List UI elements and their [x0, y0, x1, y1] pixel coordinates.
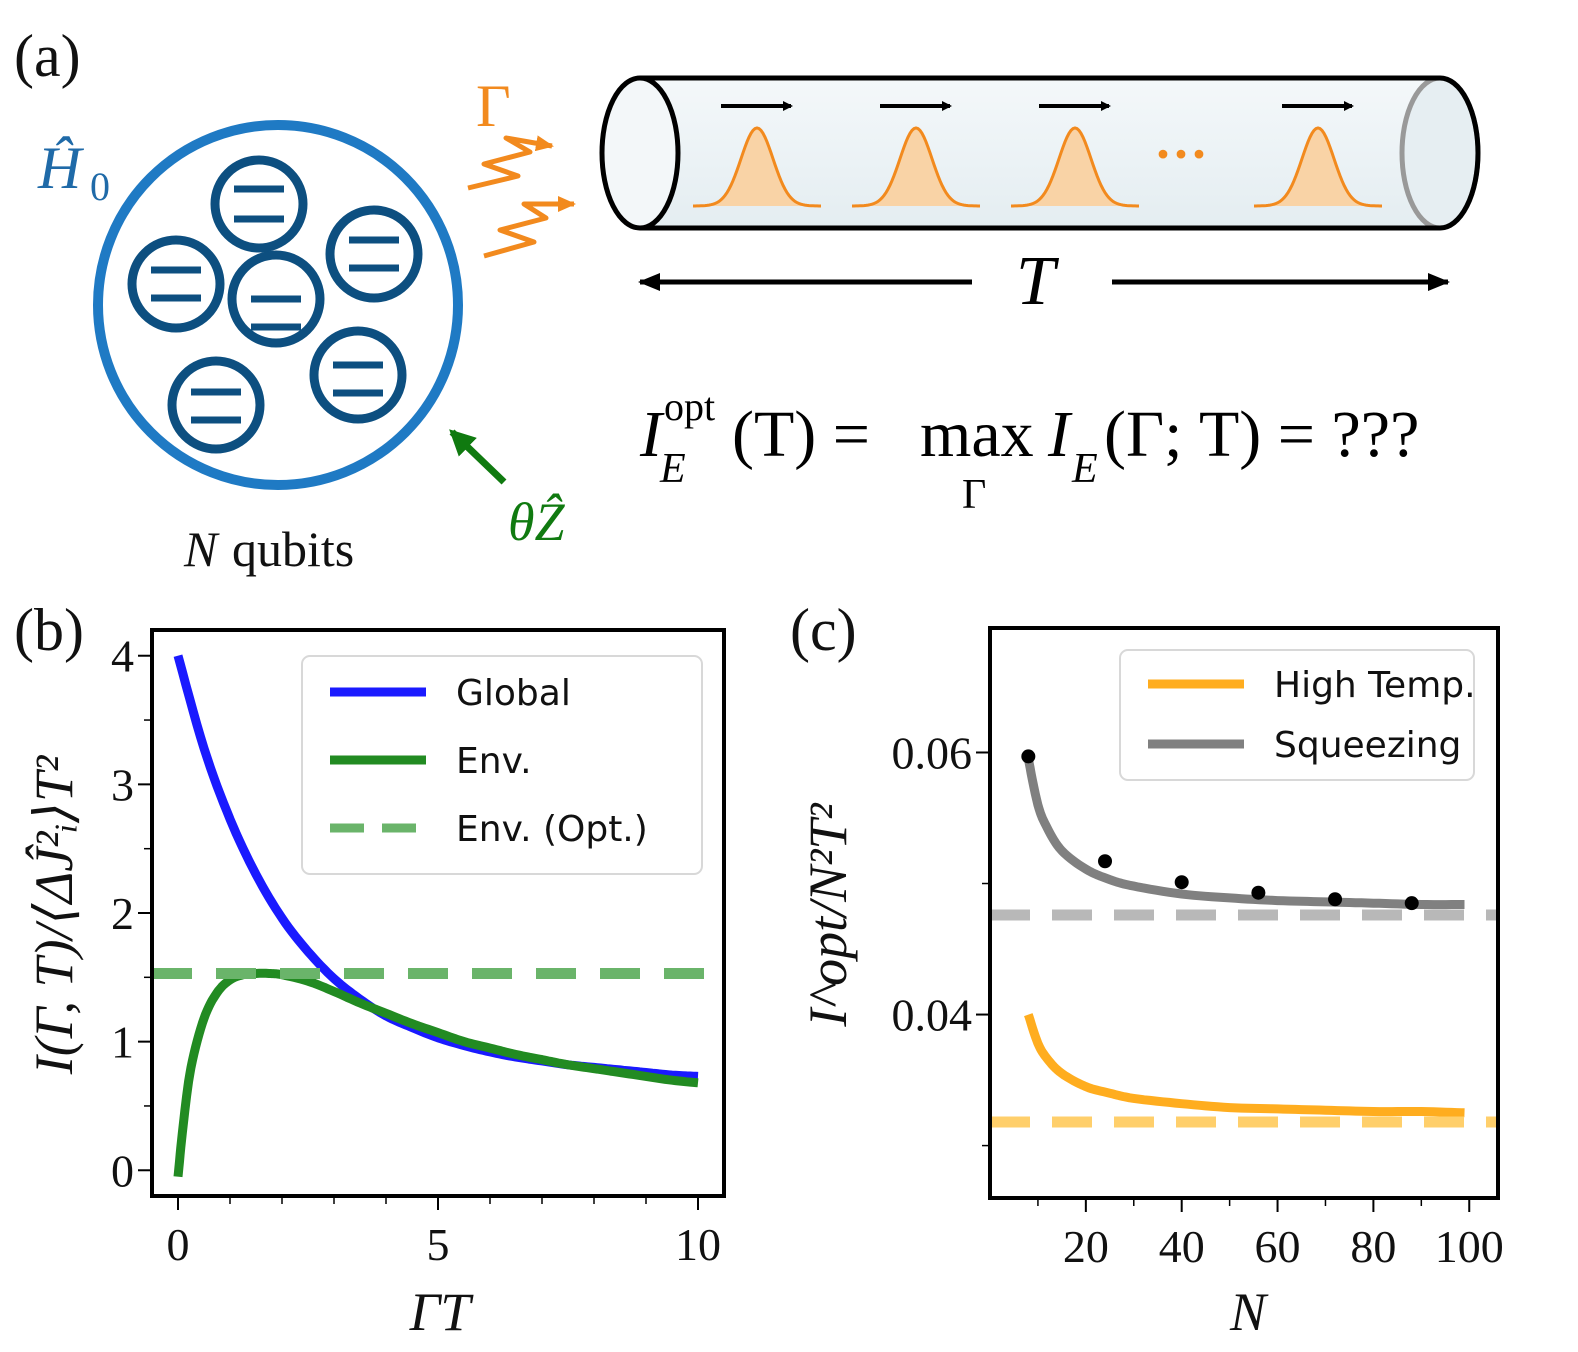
- data-point: [1021, 749, 1036, 764]
- qubit-icon: [167, 356, 265, 454]
- panel-b-ylabel: I(Γ, T)/⟨ΔĴ²ᵢ⟩T²: [24, 755, 84, 1075]
- plot-area: [152, 654, 724, 1178]
- pulse-fill: [1254, 128, 1382, 206]
- panel-b-xlabel: ΓT: [409, 1282, 475, 1342]
- data-point: [1174, 875, 1189, 890]
- legend-label: Env.: [456, 741, 532, 782]
- x-tick-label: 60: [1255, 1221, 1301, 1272]
- eq-sub-e: E: [659, 446, 686, 492]
- system-circle: [93, 120, 463, 490]
- y-tick-label: 0.06: [892, 727, 973, 778]
- pulse-curve: [852, 126, 980, 208]
- data-point: [1251, 885, 1266, 900]
- plot-frame: [150, 628, 726, 1198]
- legend-label: Squeezing: [1274, 725, 1461, 766]
- plot-area: [990, 749, 1498, 1128]
- qubit-group: [127, 155, 423, 454]
- x-tick-label: 100: [1435, 1221, 1504, 1272]
- qubit-icon: [127, 235, 225, 333]
- x-tick-label: 5: [427, 1219, 450, 1270]
- panel-c-ylabel: I^opt/N²T²: [798, 803, 858, 1028]
- gamma-label: Γ: [476, 73, 511, 139]
- panel-a-label: (a): [14, 23, 81, 89]
- panel-b-label: (b): [14, 597, 84, 663]
- qubit-icon: [210, 155, 308, 253]
- panel-c-xlabel: N: [1229, 1282, 1269, 1342]
- x-tick-label: 0: [167, 1219, 190, 1270]
- panel-c: (c) N I^opt/N²T² 20 40 60 80 100 0.04 0.06 High…: [790, 597, 1504, 1342]
- panel-c-label: (c): [790, 597, 857, 663]
- emission-wave-icon: [467, 135, 554, 191]
- eq-i: I: [639, 398, 665, 471]
- pulse-group: [693, 101, 1382, 208]
- pulse-curve: [693, 126, 821, 208]
- theta-z-label: θẐ: [508, 492, 566, 552]
- data-point: [1328, 892, 1343, 907]
- pulse-curve: [1011, 126, 1139, 208]
- pulse-fill: [693, 128, 821, 206]
- pulse-curve: [1254, 126, 1382, 208]
- x-tick-label: 10: [675, 1219, 721, 1270]
- h0-subscript: 0: [90, 164, 110, 209]
- y-tick-label: 2: [111, 888, 134, 939]
- qubit-icon: [325, 205, 423, 303]
- eq-max-sub: Γ: [962, 472, 986, 518]
- y-tick-label: 0: [111, 1145, 134, 1196]
- plot-frame: [988, 626, 1500, 1200]
- panel-b: (b) ΓT I(Γ, T)/⟨ΔĴ²ᵢ⟩T² 0 5 10 0 1 2 3 4 Global E…: [14, 597, 726, 1342]
- qubit-icon: [227, 250, 325, 348]
- theta-z-arrow: [449, 429, 507, 485]
- y-tick-label: 0.04: [892, 990, 973, 1041]
- h0-label: Ĥ: [37, 135, 85, 201]
- eq-rhs-arg: (Γ; T) = ???: [1104, 398, 1419, 471]
- legend-label: Env. (Opt.): [456, 809, 648, 850]
- data-point: [1404, 896, 1419, 911]
- emission-wave-icon: [483, 196, 576, 259]
- series-high-temp: [1024, 1012, 1466, 1118]
- y-tick-label: 4: [111, 631, 134, 682]
- time-label: T: [1016, 243, 1060, 320]
- qubits-label-n: N: [183, 521, 220, 577]
- legend-label: High Temp.: [1274, 665, 1476, 706]
- qubits-label-text: qubits: [232, 521, 354, 577]
- equation: I opt E (T) = max Γ I E (Γ; T) = ???: [639, 384, 1419, 518]
- eq-i2: I: [1047, 398, 1073, 471]
- pulse-fill: [1011, 128, 1139, 206]
- eq-max: max: [920, 398, 1034, 471]
- y-tick-label: 1: [111, 1017, 134, 1068]
- eq-sup: opt: [664, 384, 715, 429]
- x-tick-label: 40: [1159, 1221, 1205, 1272]
- y-tick-label: 3: [111, 759, 134, 810]
- data-point: [1098, 854, 1113, 869]
- x-tick-label: 20: [1063, 1221, 1109, 1272]
- legend-box: [301, 655, 703, 875]
- ellipsis-label: ···: [1154, 124, 1208, 184]
- qubit-icon: [309, 326, 407, 424]
- series-squeezing: [1023, 758, 1466, 910]
- panel-a: (a) Ĥ 0: [14, 23, 1481, 577]
- eq-lhs-arg: (T) =: [732, 398, 870, 471]
- x-tick-label: 80: [1350, 1221, 1396, 1272]
- pulse-fill: [852, 128, 980, 206]
- legend-label: Global: [456, 673, 571, 714]
- series-env: [173, 968, 701, 1178]
- eq-sub-e2: E: [1071, 446, 1098, 492]
